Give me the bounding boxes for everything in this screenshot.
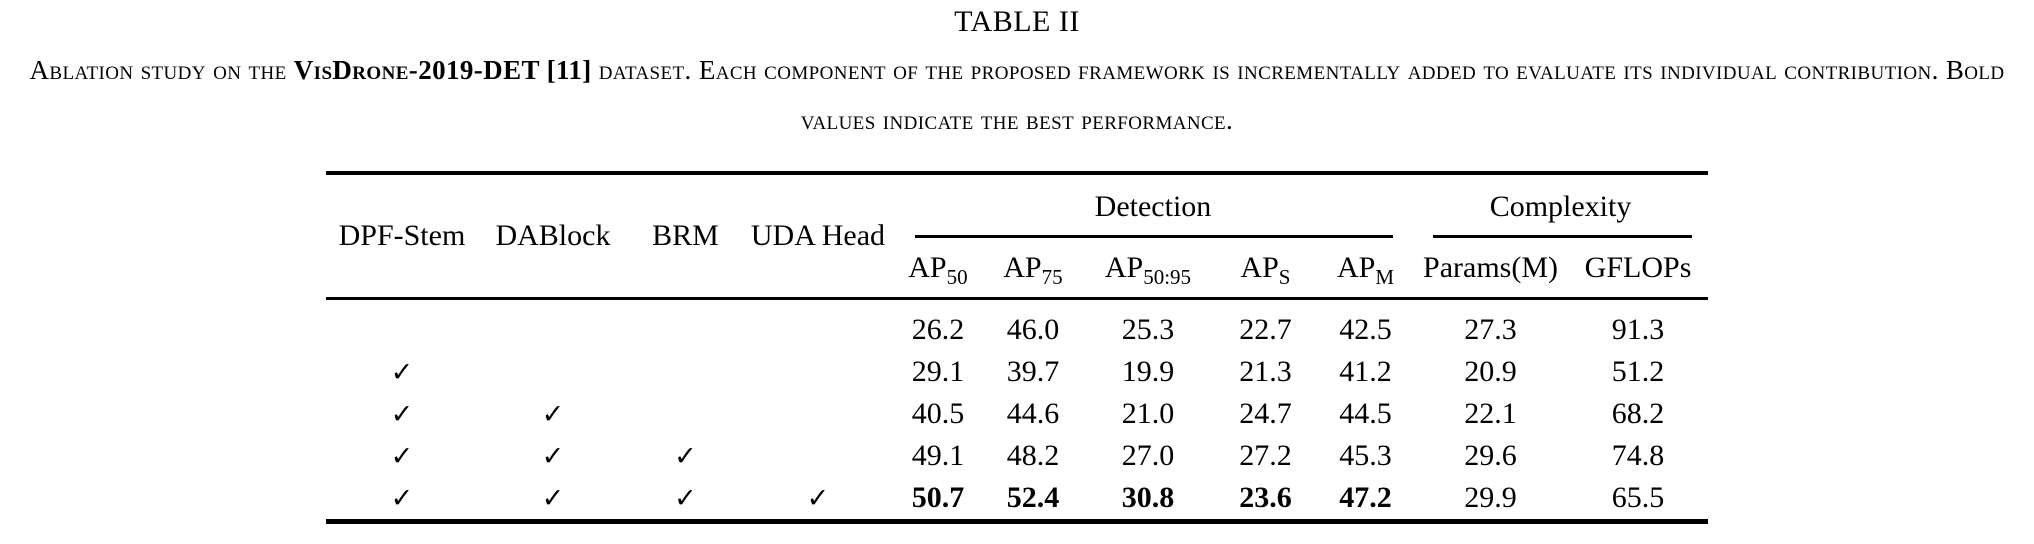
table-row: ✓ ✓ ✓ ✓ 50.7 52.4 30.8 23.6 47.2 29.9 65… [326, 477, 1708, 522]
complexity-cmidrule [1433, 235, 1693, 238]
value-ap75: 48.2 [1006, 439, 1060, 472]
value-apm: 47.2 [1339, 481, 1392, 514]
value-params: 29.9 [1464, 481, 1517, 514]
value-gflops: 68.2 [1611, 397, 1665, 430]
metric-base: AP [908, 250, 947, 284]
header-metric-row: AP50 AP75 AP50:95 APS APM Params(M) GFLO… [326, 238, 1709, 300]
value-params: 22.1 [1464, 397, 1517, 430]
value-ap75: 46.0 [1006, 313, 1060, 346]
check-dpf-stem [326, 299, 478, 352]
value-aps: 23.6 [1239, 481, 1292, 514]
value-aps: 27.2 [1239, 439, 1292, 472]
metric-sub: 50 [946, 264, 968, 289]
value-ap75: 39.7 [1006, 355, 1060, 388]
value-ap50: 40.5 [911, 397, 965, 430]
caption-prefix: Ablation study on the [29, 55, 294, 85]
caption-dataset-name: VisDrone-2019-DET [11] [293, 55, 592, 85]
value-apm: 45.3 [1339, 439, 1392, 472]
table-caption: Ablation study on the VisDrone-2019-DET … [12, 45, 2022, 145]
group-header-complexity: Complexity [1413, 173, 1708, 238]
col-header-ap75: AP75 [982, 238, 1083, 300]
check-dpf-stem: ✓ [390, 398, 414, 430]
value-ap50-95: 21.0 [1121, 397, 1175, 430]
ablation-table: DPF-Stem DABlock BRM UDA Head Detection … [325, 171, 1709, 524]
check-uda-head: ✓ [806, 482, 830, 514]
check-brm [628, 299, 743, 352]
value-ap50: 49.1 [911, 439, 965, 472]
check-dablock [478, 351, 628, 393]
table-row: ✓ ✓ ✓ 49.1 48.2 27.0 27.2 45.3 29.6 74.8 [326, 435, 1708, 477]
check-brm: ✓ [674, 440, 697, 472]
value-params: 27.3 [1464, 313, 1517, 346]
check-dablock: ✓ [541, 398, 565, 430]
value-ap75: 52.4 [1006, 481, 1060, 514]
value-apm: 42.5 [1339, 313, 1392, 346]
table-row: ✓ ✓ 40.5 44.6 21.0 24.7 44.5 22.1 68.2 [326, 393, 1708, 435]
value-ap50: 29.1 [911, 355, 965, 388]
check-brm: ✓ [674, 482, 697, 514]
check-uda-head [743, 299, 893, 352]
value-ap50: 26.2 [911, 313, 965, 346]
check-dpf-stem: ✓ [390, 440, 414, 472]
value-aps: 22.7 [1239, 313, 1292, 346]
value-ap50-95: 27.0 [1121, 439, 1175, 472]
col-header-ap50-95: AP50:95 [1082, 238, 1213, 300]
group-header-detection-label: Detection [1094, 189, 1212, 223]
col-header-apm: APM [1317, 238, 1414, 300]
check-uda-head [743, 351, 893, 393]
value-ap50: 50.7 [911, 481, 965, 514]
check-brm [628, 351, 743, 393]
check-brm [628, 393, 743, 435]
value-params: 29.6 [1464, 439, 1517, 472]
value-ap50-95: 25.3 [1121, 313, 1175, 346]
col-header-dablock: DABlock [477, 173, 628, 300]
check-dablock: ✓ [541, 440, 565, 472]
col-header-dpf-stem: DPF-Stem [325, 173, 478, 300]
value-gflops: 51.2 [1611, 355, 1665, 388]
value-gflops: 91.3 [1611, 313, 1665, 346]
check-uda-head [743, 393, 893, 435]
caption-suffix: dataset. Each component of the proposed … [591, 55, 2005, 135]
value-aps: 21.3 [1239, 355, 1292, 388]
col-header-brm: BRM [627, 173, 743, 300]
col-header-uda-head: UDA Head [742, 173, 893, 300]
group-header-complexity-label: Complexity [1489, 189, 1632, 223]
metric-sub: 50:95 [1143, 264, 1192, 289]
check-dablock: ✓ [541, 482, 565, 514]
value-ap50-95: 19.9 [1121, 355, 1175, 388]
col-header-gflops: GFLOPs [1568, 238, 1709, 300]
detection-cmidrule [914, 235, 1394, 238]
metric-base: AP [1104, 250, 1144, 284]
metric-base: AP [1240, 250, 1279, 284]
metric-sub: M [1375, 264, 1394, 289]
value-gflops: 65.5 [1611, 481, 1665, 514]
table-row: ✓ 29.1 39.7 19.9 21.3 41.2 20.9 51.2 [326, 351, 1708, 393]
value-gflops: 74.8 [1611, 439, 1665, 472]
table-row: 26.2 46.0 25.3 22.7 42.5 27.3 91.3 [326, 299, 1708, 352]
check-dablock [478, 299, 628, 352]
value-apm: 44.5 [1339, 397, 1392, 430]
metric-base: AP [1336, 250, 1376, 284]
value-ap75: 44.6 [1006, 397, 1060, 430]
col-header-params: Params(M) [1413, 238, 1569, 300]
header-group-row: DPF-Stem DABlock BRM UDA Head Detection … [325, 173, 1708, 300]
check-dpf-stem: ✓ [390, 482, 414, 514]
check-uda-head [743, 435, 893, 477]
check-dpf-stem: ✓ [390, 356, 414, 388]
metric-base: AP [1003, 250, 1042, 284]
value-aps: 24.7 [1239, 397, 1292, 430]
group-header-detection: Detection [893, 173, 1413, 238]
value-ap50-95: 30.8 [1121, 481, 1175, 514]
value-apm: 41.2 [1339, 355, 1392, 388]
table-title: TABLE II [954, 5, 1080, 38]
metric-sub: 75 [1041, 264, 1063, 289]
metric-sub: S [1278, 264, 1291, 289]
value-params: 20.9 [1464, 355, 1517, 388]
col-header-ap50: AP50 [892, 238, 983, 300]
col-header-aps: APS [1212, 238, 1318, 300]
